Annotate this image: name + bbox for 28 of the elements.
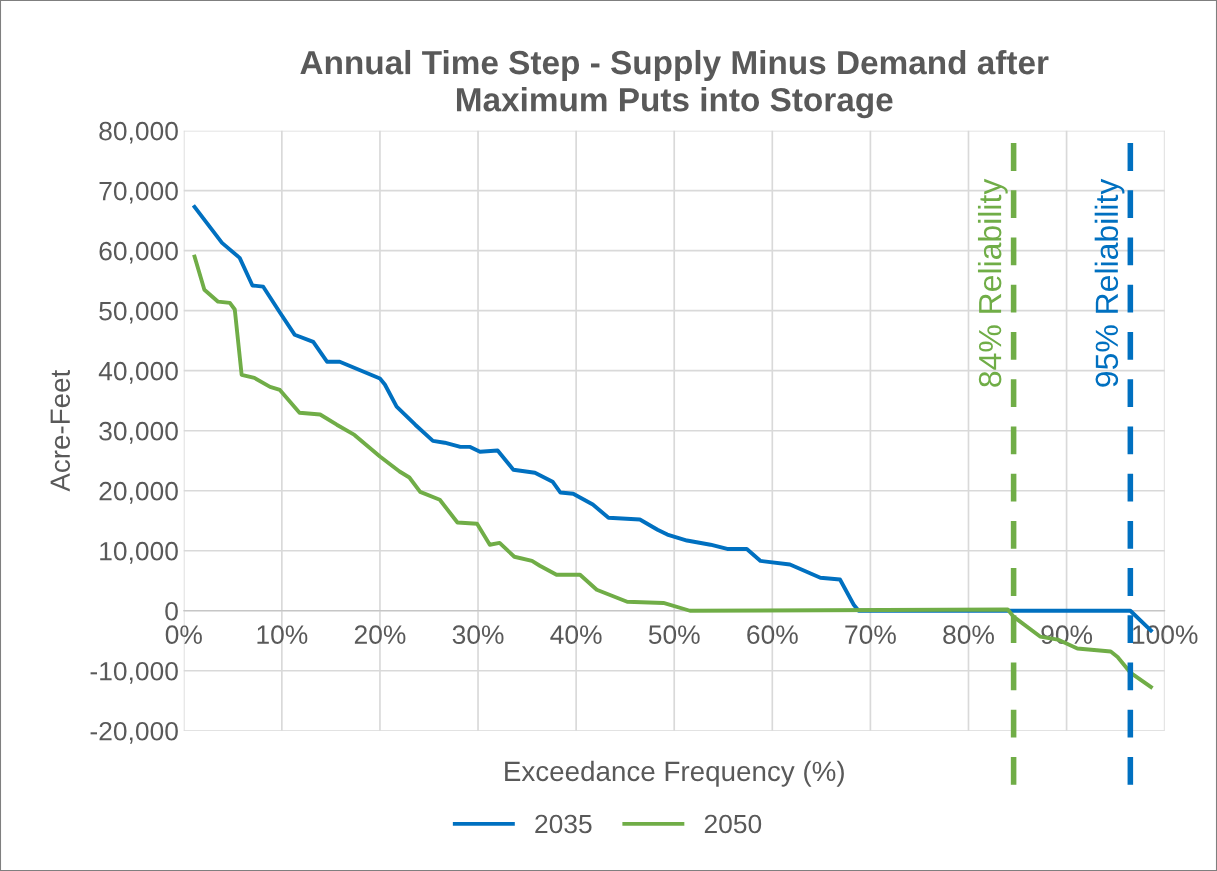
x-tick-label: 60% [747,625,798,645]
y-tick-label: -10,000 [90,661,178,684]
ref-line-label: 95% Reliability [1094,178,1125,387]
x-tick-label: 70% [845,625,896,645]
x-tick-label: 20% [354,625,406,645]
ref-line-label: 84% Reliability [977,178,1008,387]
y-tick-label: 0 [165,601,178,621]
chart-title: Annual Time Step - Supply Minus Demand after Maximum Puts into Storage [300,49,1049,119]
x-tick-label: 100% [1132,625,1198,645]
x-tick-label: 0% [165,625,202,645]
x-axis-title: Exceedance Frequency (%) [505,760,844,787]
y-tick-label: 40,000 [98,361,178,384]
legend-label: 2050 [704,814,762,834]
x-tick-label: 30% [452,625,504,645]
x-tick-label: 10% [257,625,308,645]
y-tick-label: 70,000 [99,181,178,204]
x-tick-label: 50% [648,625,700,645]
y-tick-label: 80,000 [99,121,178,144]
x-tick-label: 40% [550,625,602,645]
y-tick-label: 50,000 [99,301,178,324]
x-tick-label: 80% [943,625,994,645]
legend-label: 2035 [535,814,592,834]
y-tick-label: 30,000 [99,421,178,444]
y-tick-label: 20,000 [99,481,178,504]
y-tick-label: -20,000 [90,721,178,744]
y-tick-label: 10,000 [100,541,178,564]
y-tick-label: 60,000 [99,241,178,264]
y-axis-title: Acre-Feet [50,369,71,492]
